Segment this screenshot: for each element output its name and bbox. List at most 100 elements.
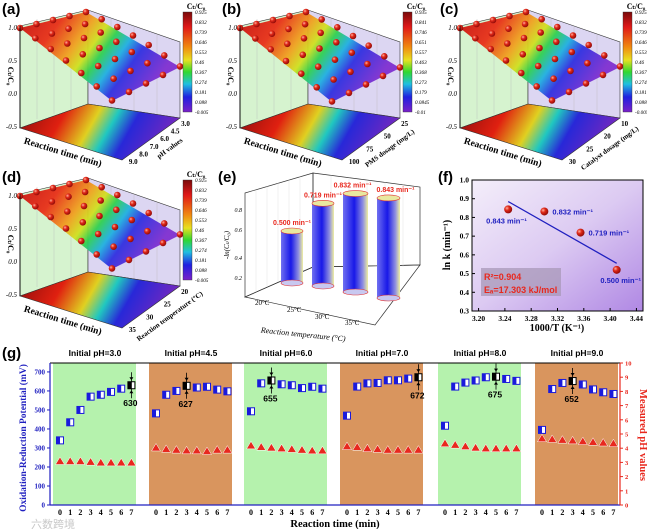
z-tick-label: 1.0 (228, 24, 237, 32)
ph-marker (95, 457, 106, 467)
data-point-sphere (506, 12, 513, 20)
data-point-sphere (129, 32, 137, 39)
data-point-sphere (504, 40, 511, 47)
colorbar-tick-label: 0.367 (195, 70, 207, 76)
data-point-sphere (66, 12, 73, 20)
y-axis-label: ln k (min⁻¹) (442, 220, 453, 271)
time-tick-label: 0 (540, 508, 544, 517)
condition-group: Initial pH=8.0 675 (438, 348, 522, 505)
data-point-sphere (108, 97, 116, 104)
orp-marker-fill (203, 383, 207, 391)
colorbar-title: Cₜ/C₀ (407, 2, 426, 11)
y-tick-label: 75 (366, 145, 374, 153)
time-tick-label: 5 (396, 508, 400, 517)
orp-marker-fill (247, 407, 251, 415)
data-point-sphere (49, 184, 57, 192)
y-tick-label: 0.3 (460, 307, 470, 316)
x-tick-label: 3.36 (577, 314, 590, 323)
colorbar-tick-label: 0.46 (195, 227, 204, 234)
data-point-sphere (80, 202, 88, 210)
orp-marker-fill (374, 379, 378, 387)
colorbar-tick-label: 0.832 (195, 188, 207, 194)
colorbar-tick-label: 0.274 (635, 79, 647, 86)
data-point-sphere (79, 219, 87, 226)
data-point-sphere (145, 209, 152, 217)
orp-marker-fill (579, 380, 583, 388)
response-surface (460, 12, 620, 101)
arrow-icon (416, 382, 421, 386)
time-tick-label: 0 (443, 508, 447, 517)
arrow-icon (129, 390, 134, 394)
colorbar-tick-label: 0.841 (415, 19, 427, 26)
orp-marker-fill (384, 376, 388, 384)
data-point-sphere (33, 188, 40, 196)
data-point-sphere (176, 231, 184, 238)
orp-marker-fill (172, 387, 177, 395)
y-tick-label: 25 (586, 145, 594, 153)
data-point-sphere (47, 45, 54, 53)
colorbar-title: Cₜ/C₀ (187, 170, 206, 179)
time-tick-label: 4 (290, 508, 294, 517)
z-axis-label: Cₜ/C₀ (6, 235, 15, 254)
z-tick-label: 0.5 (448, 57, 457, 65)
ph-marker (403, 445, 414, 454)
orp-marker-fill (213, 386, 218, 394)
data-point-sphere (145, 41, 152, 49)
time-tick-label: 6 (504, 508, 508, 517)
group-background (53, 363, 136, 505)
colorbar-tick-label: 0.367 (195, 238, 207, 244)
colorbar-tick-label: 0.925 (195, 10, 207, 16)
cylinder-top (376, 194, 401, 202)
time-tick-label: 4 (484, 508, 488, 517)
colorbar (622, 11, 633, 113)
ph-marker (440, 438, 450, 447)
time-tick-label: 4 (581, 508, 585, 517)
time-tick-label: 5 (591, 508, 595, 517)
orp-marker-fill (502, 375, 507, 383)
colorbar (402, 11, 413, 113)
y-tick-label: 0.7 (460, 232, 470, 241)
z-tick-label: 0.0 (228, 90, 237, 98)
colorbar-tick-label: 0.935 (415, 10, 427, 16)
peak-value-label: 652 (565, 394, 579, 404)
y-tick-label: 20 (181, 288, 189, 296)
ph-marker (577, 436, 588, 445)
data-point-sphere (333, 39, 340, 46)
panel-label-g: (g) (2, 345, 21, 362)
orp-marker-fill (278, 380, 282, 388)
y-tick-label: 30 (569, 158, 577, 166)
data-point-sphere (565, 88, 573, 96)
data-point-sphere (127, 235, 134, 243)
response-surface (20, 12, 180, 101)
y-tick-label: 0.9 (460, 194, 470, 203)
y-tick-label: 6.0 (160, 135, 169, 143)
data-label: 0.843 min⁻¹ (486, 216, 527, 225)
time-tick-label: 1 (164, 508, 168, 517)
time-tick-label: 5 (109, 508, 113, 517)
panel-label-c: (c) (440, 1, 458, 18)
ph-marker (317, 445, 328, 455)
y-tick-label: 0.2 (235, 276, 243, 282)
data-point-sphere (113, 206, 120, 214)
z-tick-label: 0.5 (228, 57, 237, 65)
colorbar-tick-label: 0.925 (635, 10, 647, 16)
data-point-sphere (502, 57, 510, 64)
data-point-sphere (584, 59, 591, 67)
time-tick-label: 7 (225, 508, 229, 517)
y-tick-label: 30 (146, 313, 154, 321)
x-tick-label: 25°C (287, 306, 302, 314)
data-point-sphere (301, 20, 309, 28)
z-tick-label: -0.5 (6, 291, 18, 299)
left-tick-label: 100 (35, 482, 46, 490)
time-tick-label: 3 (280, 508, 284, 517)
x-tick-label: 30°C (315, 313, 330, 321)
colorbar-title: Cₜ/C₀ (627, 2, 646, 11)
orp-marker-fill (288, 381, 292, 389)
arrow-icon (269, 385, 274, 389)
ph-marker (537, 433, 547, 443)
ph-marker (480, 443, 491, 452)
data-point-sphere (548, 97, 556, 104)
data-point (612, 265, 621, 274)
